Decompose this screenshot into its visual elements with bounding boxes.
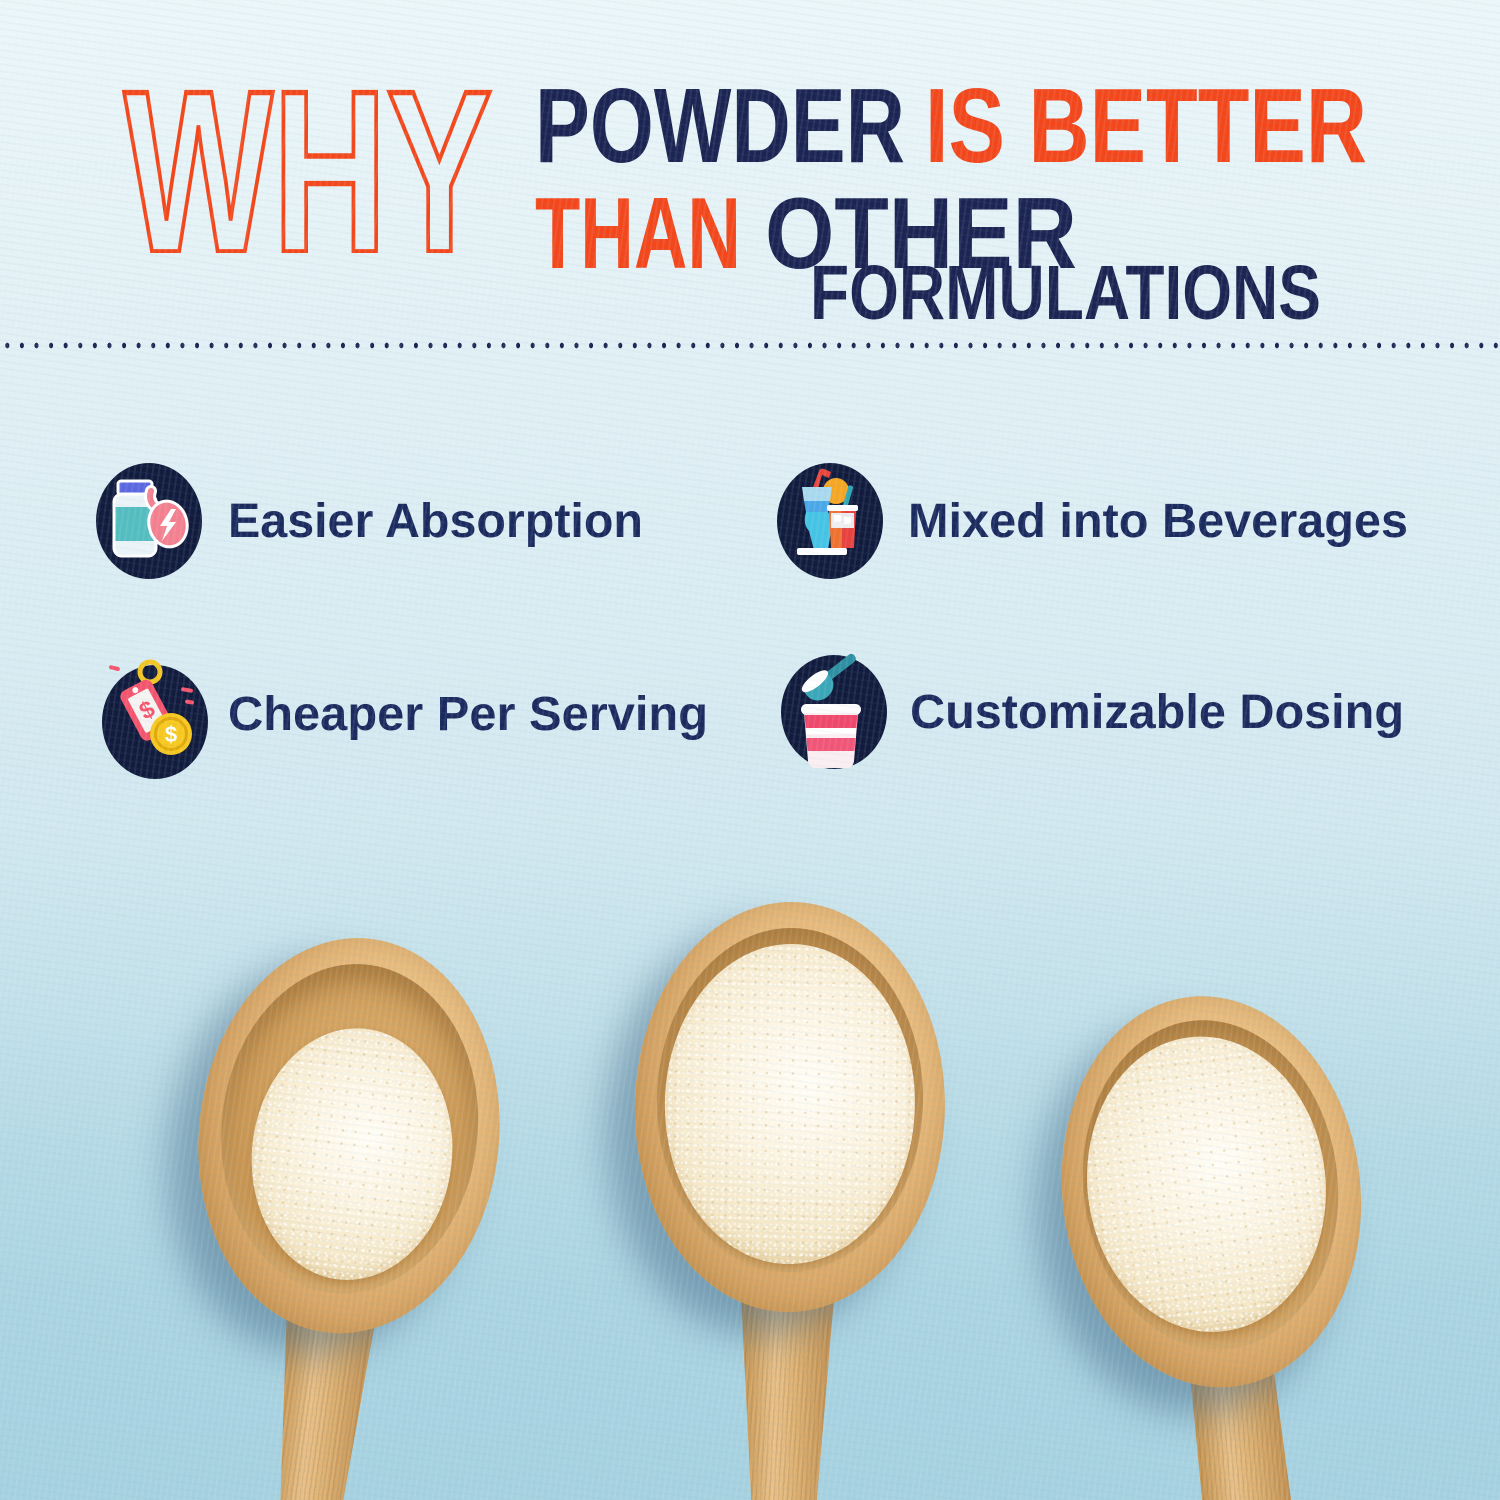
wooden-spoon-left [156, 923, 519, 1500]
svg-text:THAN: THAN [535, 193, 741, 273]
svg-text:Mixed into Beverages: Mixed into Beverages [908, 495, 1408, 548]
title-line2: THAN OTHER [535, 193, 1077, 273]
wooden-spoon-middle [627, 899, 949, 1500]
wooden-spoon-right [1041, 980, 1409, 1500]
price-tag-coin-icon: $ $ [102, 659, 208, 779]
svg-text:Easier Absorption: Easier Absorption [228, 495, 643, 548]
svg-text:FORMULATIONS: FORMULATIONS [810, 263, 1321, 325]
svg-text:OTHER: OTHER [765, 193, 1077, 273]
feature-label-customizable-dosing: Customizable Dosing [910, 686, 1404, 739]
cocktail-drinks-icon [777, 463, 883, 579]
spoon-bowl [179, 923, 519, 1349]
feature-label-mixed-into-beverages: Mixed into Beverages [908, 495, 1408, 548]
title-line3: FORMULATIONS [810, 263, 1321, 325]
powder-scoop-jar-icon [781, 653, 887, 769]
title-line1: POWDER IS BETTER [535, 84, 1367, 168]
svg-text:$: $ [165, 722, 177, 747]
feature-label-easier-absorption: Easier Absorption [228, 495, 643, 548]
svg-text:WHY: WHY [124, 83, 492, 253]
svg-text:Cheaper Per Serving: Cheaper Per Serving [228, 688, 708, 741]
dotted-divider [0, 339, 1500, 352]
svg-text:Customizable Dosing: Customizable Dosing [910, 686, 1404, 739]
spoon-bowl [1041, 980, 1382, 1404]
feature-label-cheaper-per-serving: Cheaper Per Serving [228, 688, 708, 741]
spoon-bowl [631, 899, 949, 1315]
supplement-bottle-stomach-icon [96, 463, 202, 579]
svg-text:IS BETTER: IS BETTER [925, 84, 1367, 168]
svg-text:POWDER: POWDER [535, 84, 905, 168]
title-why-outline: WHY [121, 83, 494, 253]
